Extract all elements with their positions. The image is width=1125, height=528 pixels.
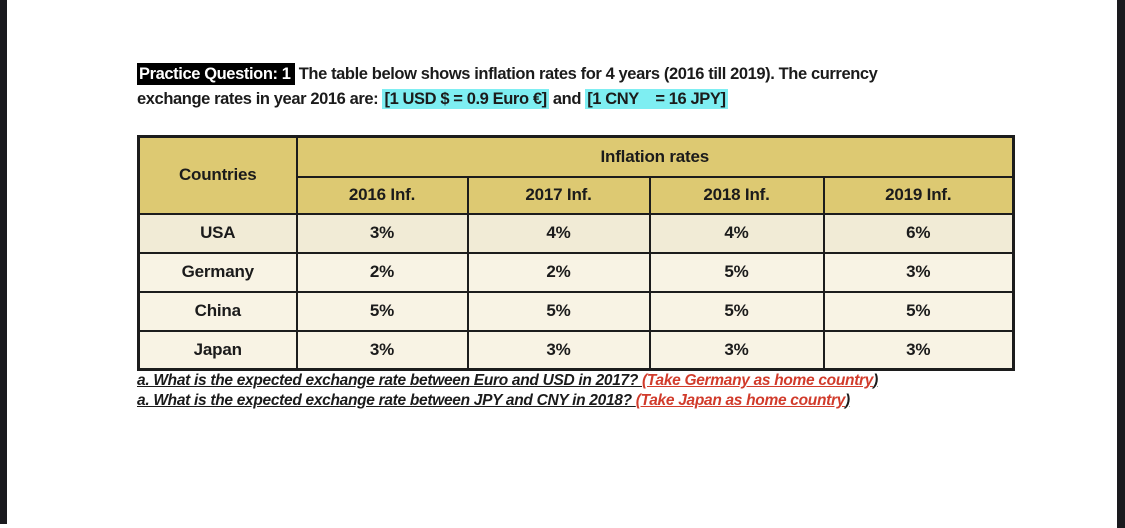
sub-question-a1-text: a. What is the expected exchange rate be… — [137, 372, 643, 389]
cny-jpy-rate-highlight: [1 CNY = 16 JPY] — [585, 89, 728, 109]
inflation-value-cell: 3% — [822, 251, 1015, 293]
countries-header-cell: Countries — [137, 135, 298, 215]
left-black-border — [0, 0, 7, 524]
col-header-2018: 2018 Inf. — [648, 175, 825, 215]
sub-questions: a. What is the expected exchange rate be… — [137, 371, 878, 411]
country-cell: China — [137, 290, 298, 332]
col-header-2017: 2017 Inf. — [466, 175, 651, 215]
col-header-2016: 2016 Inf. — [295, 175, 469, 215]
sub-question-a1: a. What is the expected exchange rate be… — [137, 371, 878, 391]
table-row-germany: Germany 2% 2% 5% 3% — [137, 251, 1015, 293]
inflation-value-cell: 3% — [466, 329, 651, 371]
intro-text-2: exchange rates in year 2016 are: — [137, 90, 383, 108]
inflation-value-cell: 5% — [822, 290, 1015, 332]
sub-question-a1-close-paren: ) — [873, 372, 878, 389]
sub-question-a2-hint: (Take Japan as home country — [635, 392, 846, 409]
inflation-value-cell: 2% — [295, 251, 469, 293]
inflation-value-cell: 3% — [822, 329, 1015, 371]
sub-question-a2: a. What is the expected exchange rate be… — [137, 391, 878, 411]
country-cell: USA — [137, 212, 298, 254]
intro-line-1: Practice Question: 1 The table below sho… — [137, 62, 1097, 87]
inflation-value-cell: 5% — [295, 290, 469, 332]
sub-question-a1-hint: (Take Germany as home country — [642, 372, 874, 389]
inflation-value-cell: 5% — [648, 251, 825, 293]
inflation-table: Countries Inflation rates 2016 Inf. 2017… — [137, 135, 1015, 371]
inflation-value-cell: 3% — [648, 329, 825, 371]
inflation-value-cell: 4% — [466, 212, 651, 254]
inflation-value-cell: 5% — [466, 290, 651, 332]
sub-question-a2-text: a. What is the expected exchange rate be… — [137, 392, 636, 409]
intro-text-1: The table below shows inflation rates fo… — [294, 65, 878, 83]
intro-conjunction: and — [548, 90, 586, 108]
inflation-value-cell: 3% — [295, 329, 469, 371]
question-intro: Practice Question: 1 The table below sho… — [137, 62, 1097, 112]
country-cell: Germany — [137, 251, 298, 293]
country-cell: Japan — [137, 329, 298, 371]
intro-line-2: exchange rates in year 2016 are: [1 USD … — [137, 87, 1097, 112]
inflation-rates-header-cell: Inflation rates — [295, 135, 1015, 178]
inflation-value-cell: 5% — [648, 290, 825, 332]
inflation-value-cell: 3% — [295, 212, 469, 254]
practice-question-label: Practice Question: 1 — [137, 63, 295, 85]
inflation-value-cell: 6% — [822, 212, 1015, 254]
table-row-usa: USA 3% 4% 4% 6% — [137, 212, 1015, 254]
col-header-2019: 2019 Inf. — [822, 175, 1015, 215]
table-row-japan: Japan 3% 3% 3% 3% — [137, 329, 1015, 371]
sub-question-a2-close-paren: ) — [845, 392, 850, 409]
table-row-china: China 5% 5% 5% 5% — [137, 290, 1015, 332]
inflation-value-cell: 4% — [648, 212, 825, 254]
usd-euro-rate-highlight: [1 USD $ = 0.9 Euro €] — [382, 89, 549, 109]
right-black-border — [1117, 0, 1125, 528]
inflation-value-cell: 2% — [466, 251, 651, 293]
